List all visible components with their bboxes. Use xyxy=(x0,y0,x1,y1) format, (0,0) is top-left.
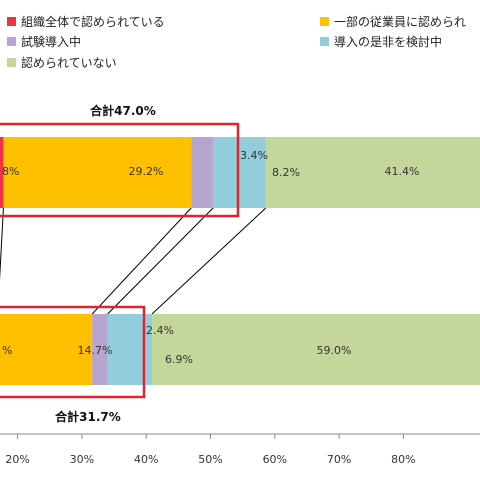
bar-value-label: 59.0% xyxy=(317,344,352,357)
bars xyxy=(0,137,480,385)
legend-label: 一部の従業員に認められ xyxy=(334,14,466,29)
legend-swatch xyxy=(7,58,16,67)
x-tick-label: 80% xyxy=(391,453,415,466)
x-tick-label: 40% xyxy=(134,453,158,466)
x-tick-label: 20% xyxy=(5,453,29,466)
total-label: 合計31.7% xyxy=(55,409,121,424)
total-label: 合計47.0% xyxy=(90,103,156,118)
bar-segment xyxy=(92,314,108,385)
bar-value-label: % xyxy=(2,344,12,357)
bar-segment xyxy=(213,137,266,208)
bar-value-label: 6.9% xyxy=(165,353,193,366)
connector-line xyxy=(0,207,4,281)
bar-value-label: 8.2% xyxy=(272,166,300,179)
bar-value-label: 29.2% xyxy=(129,165,164,178)
legend-label: 導入の是非を検討中 xyxy=(334,34,442,49)
total-box xyxy=(0,305,146,399)
legend-swatch xyxy=(320,37,329,46)
bar-value-label: 41.4% xyxy=(385,165,420,178)
connector-line xyxy=(107,207,214,315)
legend-label: 認められていない xyxy=(21,55,117,70)
x-tick-label: 60% xyxy=(263,453,287,466)
total-box xyxy=(0,122,240,218)
x-tick-label: 70% xyxy=(327,453,351,466)
legend-swatch xyxy=(7,37,16,46)
bar-segment xyxy=(265,137,480,208)
bar-value-label: 3.4% xyxy=(240,149,268,162)
x-tick-label: 50% xyxy=(198,453,222,466)
totals: 合計47.0% 合計31.7% xyxy=(0,103,240,424)
legend-swatch xyxy=(7,17,16,26)
bar-segment xyxy=(191,137,214,208)
x-axis: 0%10%20%30%40%50%60%70%80% xyxy=(0,433,480,466)
bar-value-label: 8% xyxy=(2,165,19,178)
x-tick-label: 30% xyxy=(70,453,94,466)
bar-segment xyxy=(151,314,480,385)
bar-segment xyxy=(3,137,192,208)
legend-label: 組織全体で認められている xyxy=(21,14,165,29)
legend-label: 試験導入中 xyxy=(21,34,81,49)
bar-labels: 8% 29.2% 3.4% 8.2% 41.4%% 14.7% 2.4% 6.9% 59.0% xyxy=(2,149,419,366)
bar-value-label: 14.7% xyxy=(78,344,113,357)
connector-lines xyxy=(0,207,267,315)
connector-line xyxy=(91,207,192,315)
legend-swatch xyxy=(320,17,329,26)
bar-segment xyxy=(0,314,93,385)
connector-line xyxy=(151,207,267,315)
bar-value-label: 2.4% xyxy=(146,324,174,337)
bar-segment xyxy=(0,137,4,208)
